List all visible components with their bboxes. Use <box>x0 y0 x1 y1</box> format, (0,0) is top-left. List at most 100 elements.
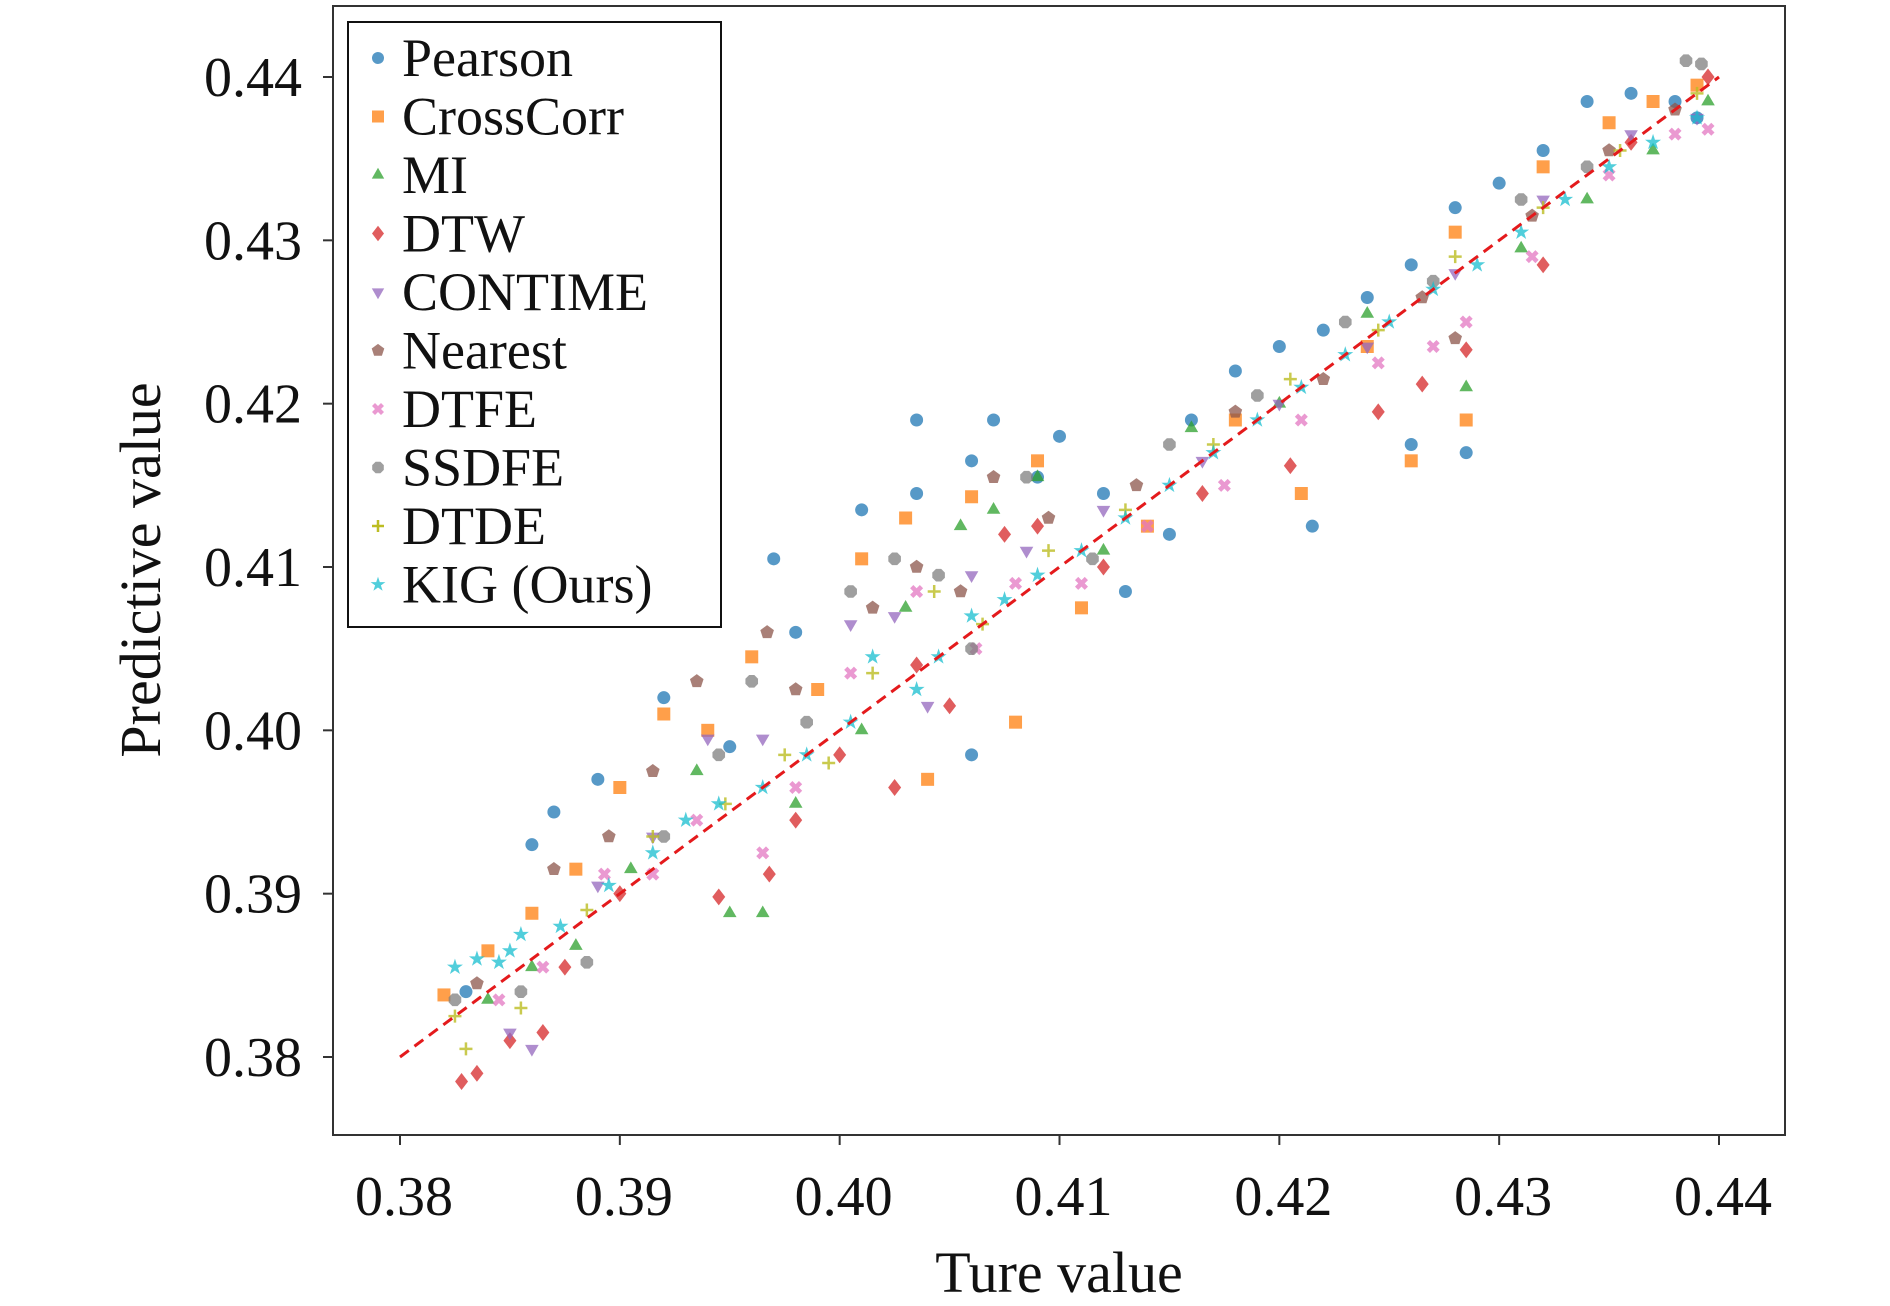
data-point <box>1448 201 1462 215</box>
data-point <box>1404 438 1418 451</box>
legend-marker-octagon-icon <box>372 461 384 474</box>
data-point <box>525 838 539 852</box>
data-point <box>965 642 978 655</box>
data-point <box>888 779 902 796</box>
legend-item: CONTIME <box>371 262 648 322</box>
data-point <box>843 620 858 632</box>
data-point <box>1459 341 1473 359</box>
data-point <box>1009 715 1023 729</box>
data-point <box>760 625 774 639</box>
legend-label: CONTIME <box>402 262 648 322</box>
data-point <box>1415 375 1429 393</box>
data-point <box>1557 191 1574 207</box>
legend-item: Nearest <box>371 321 567 381</box>
legend-item: CrossCorr <box>372 87 624 147</box>
data-point <box>525 906 539 920</box>
data-point <box>657 830 671 843</box>
legend-marker-x-filled-icon <box>372 403 384 415</box>
legend-label: Pearson <box>402 28 573 88</box>
data-point <box>1283 457 1297 475</box>
y-ticks: 0.38 0.39 0.40 0.41 0.42 0.43 0.44 <box>204 47 333 1089</box>
data-point <box>756 846 770 860</box>
data-point <box>710 795 727 811</box>
data-point <box>1031 517 1045 535</box>
data-point <box>986 469 1001 483</box>
data-point <box>1580 191 1594 204</box>
data-point <box>1514 240 1528 253</box>
data-point <box>822 756 836 770</box>
data-point <box>700 734 715 747</box>
data-point <box>1536 160 1550 174</box>
legend-label: DTW <box>402 204 525 264</box>
data-point <box>844 666 858 680</box>
data-point <box>1459 315 1473 329</box>
data-point <box>921 772 935 786</box>
data-point <box>558 958 572 976</box>
legend-item: MI <box>371 145 468 205</box>
data-point <box>597 867 611 881</box>
data-point <box>1228 364 1242 378</box>
data-point <box>833 746 847 764</box>
data-point <box>1689 109 1706 125</box>
data-point <box>1041 510 1056 524</box>
data-point <box>1459 379 1473 392</box>
data-point <box>646 830 660 843</box>
data-point <box>503 1028 517 1041</box>
data-point <box>965 490 979 504</box>
data-point <box>1019 546 1034 559</box>
data-point <box>1228 404 1243 418</box>
data-point <box>910 656 924 674</box>
data-point <box>855 503 869 517</box>
data-point <box>854 722 869 735</box>
reference-line-y-equals-x <box>399 75 1720 1059</box>
data-point <box>1294 413 1308 427</box>
data-point <box>470 1064 484 1082</box>
data-point <box>1624 86 1638 100</box>
data-point <box>910 487 924 500</box>
legend-box <box>347 21 722 628</box>
data-point <box>910 585 924 598</box>
data-point <box>689 674 704 688</box>
data-point <box>1360 342 1375 355</box>
data-point <box>1360 306 1375 318</box>
data-point <box>745 650 759 664</box>
data-point <box>514 1001 528 1015</box>
data-point <box>908 681 925 697</box>
data-point <box>547 861 561 875</box>
data-point <box>965 454 979 468</box>
data-point <box>1029 566 1046 582</box>
data-point <box>712 748 726 762</box>
data-point <box>855 552 869 566</box>
data-point <box>778 748 792 762</box>
data-point <box>1426 340 1440 353</box>
data-point <box>789 625 803 639</box>
data-point <box>492 993 506 1007</box>
data-point <box>1536 144 1550 157</box>
data-point <box>481 992 495 1004</box>
data-point <box>762 865 776 883</box>
data-point <box>455 1073 469 1090</box>
data-point <box>536 1024 550 1041</box>
data-point <box>1042 544 1056 558</box>
data-point <box>1602 116 1616 130</box>
x-tick-label: 0.39 <box>575 1166 673 1228</box>
legend-label: DTDE <box>402 496 546 556</box>
data-point <box>677 811 694 827</box>
data-point <box>1602 143 1616 157</box>
legend-item: DTW <box>372 204 525 264</box>
x-axis-label: Ture value <box>935 1240 1183 1305</box>
data-point <box>490 953 507 970</box>
data-point <box>514 985 528 998</box>
data-point <box>1459 413 1473 427</box>
series-pearson <box>459 86 1704 999</box>
data-point <box>657 691 671 705</box>
data-point <box>613 781 627 794</box>
data-point <box>844 585 857 598</box>
data-point <box>503 1032 517 1050</box>
data-point <box>657 707 671 721</box>
data-point <box>1217 478 1231 492</box>
data-point <box>1448 331 1462 345</box>
data-point <box>910 413 924 427</box>
data-point <box>755 734 770 747</box>
